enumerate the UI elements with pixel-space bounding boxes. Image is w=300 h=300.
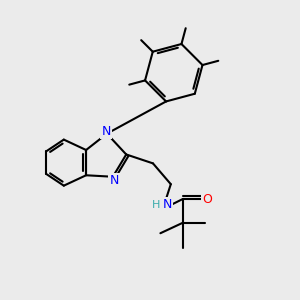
Text: N: N xyxy=(162,199,172,212)
Text: N: N xyxy=(110,174,119,187)
Text: H: H xyxy=(152,200,161,210)
Text: O: O xyxy=(202,193,212,206)
Text: N: N xyxy=(102,125,111,138)
